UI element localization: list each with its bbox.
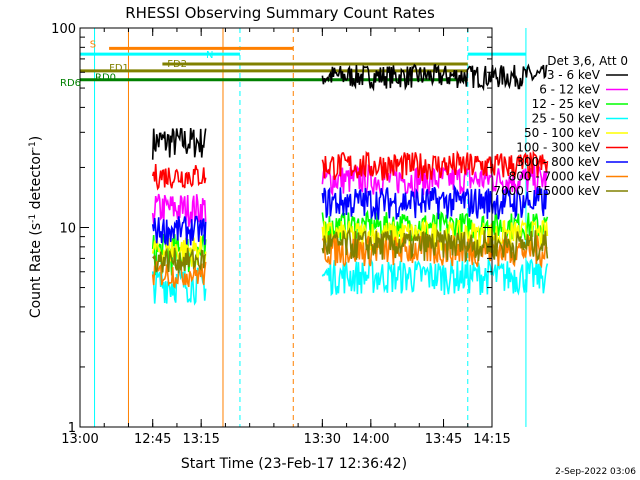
- x-tick-label-4: 13:45: [425, 432, 462, 447]
- y-label-sup-2: -1: [28, 141, 38, 150]
- x-axis: 12:45 13:00 13:15 13:30 13:45 14:00 14:15: [61, 28, 511, 447]
- series-line-8-segment-1: [321, 227, 549, 264]
- x-tick-label-3: 13:30: [304, 432, 341, 447]
- series-line-0-segment-1: [321, 63, 548, 92]
- legend-label-4: 50 - 100 keV: [524, 126, 601, 140]
- legend-label-5: 100 - 300 keV: [516, 141, 600, 155]
- flag-label-fd2: FD2: [167, 59, 187, 70]
- flag-labels: N S FD1 FD2 RD6 RD0: [60, 39, 214, 88]
- y-axis: 1 10 100: [51, 22, 492, 436]
- x-tick-label-5: 14:00: [352, 432, 389, 447]
- flag-label-rd0: RD0: [95, 73, 116, 84]
- series-line-5-segment-0: [151, 164, 207, 191]
- flag-label-s: S: [90, 39, 96, 50]
- plot-marks: [80, 28, 549, 427]
- flag-label-fd1: FD1: [109, 63, 129, 74]
- x-tick-label-2: 13:15: [182, 432, 219, 447]
- y-tick-label-1: 10: [59, 222, 76, 237]
- y-tick-label-2: 100: [51, 22, 76, 37]
- flag-label-rd6: RD6: [60, 78, 81, 89]
- legend-label-0: 3 - 6 keV: [547, 68, 601, 82]
- flag-label-n: N: [206, 50, 213, 61]
- x-tick-label-0: 12:45: [134, 432, 171, 447]
- y-label-sup-1: -1: [28, 214, 38, 223]
- series-line-6-segment-1: [321, 183, 549, 221]
- x-tick-label-6: 14:15: [473, 432, 510, 447]
- legend-title: Det 3,6, Att 0: [547, 54, 628, 68]
- series-line-1-segment-1: [321, 163, 549, 199]
- legend-label-7: 800 - 7000 keV: [509, 170, 601, 184]
- series-line-0-segment-0: [151, 128, 207, 160]
- series-line-8-segment-0: [152, 247, 207, 274]
- legend-label-2: 12 - 25 keV: [532, 97, 601, 111]
- footer-timestamp: 2-Sep-2022 03:06: [555, 467, 636, 477]
- y-label-part-2: detector: [28, 150, 44, 214]
- y-label-part-3: ): [28, 136, 44, 141]
- legend-label-3: 25 - 50 keV: [532, 112, 601, 126]
- x-axis-label: Start Time (23-Feb-17 12:36:42): [181, 456, 407, 472]
- series-line-3-segment-1: [321, 257, 549, 297]
- legend-label-8: 7000 - 15000 keV: [493, 184, 600, 198]
- y-label-part-1: Count Rate (s: [28, 223, 44, 318]
- y-tick-label-0: 1: [68, 421, 76, 436]
- series-line-5-segment-1: [321, 149, 549, 182]
- chart-title: RHESSI Observing Summary Count Rates: [125, 4, 435, 22]
- y-axis-label: Count Rate (s-1 detector-1): [28, 136, 44, 318]
- legend-label-1: 6 - 12 keV: [539, 83, 601, 97]
- series-line-6-segment-0: [151, 215, 207, 246]
- series-line-4-segment-1: [321, 219, 549, 251]
- x-tick-label-1: 13:00: [61, 432, 98, 447]
- series-line-1-segment-0: [151, 193, 207, 228]
- legend-label-6: 300 - 800 keV: [516, 155, 600, 169]
